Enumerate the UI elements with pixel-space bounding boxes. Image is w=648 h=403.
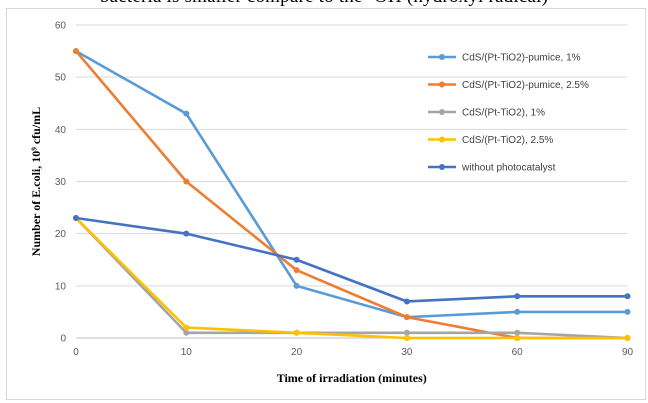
legend-item: without photocatalyst xyxy=(428,163,556,174)
y-tick-label: 10 xyxy=(55,281,67,292)
y-tick-label: 60 xyxy=(55,21,67,32)
data-point xyxy=(293,256,300,263)
series-line xyxy=(75,50,628,340)
y-tick-label: 50 xyxy=(55,73,67,84)
series-line xyxy=(75,216,628,303)
data-point xyxy=(183,230,190,237)
cropped-caption-text: bacteria is smaller compare to the ·OH (… xyxy=(0,0,648,16)
data-point xyxy=(73,215,79,222)
data-point xyxy=(293,329,300,336)
data-point xyxy=(73,48,79,55)
y-axis-title: Number of E.coli, 10⁹ cfu/mL xyxy=(29,107,43,256)
x-tick-label: 30 xyxy=(401,347,413,358)
data-point xyxy=(514,329,521,336)
data-point xyxy=(293,267,300,274)
x-tick-label: 90 xyxy=(622,347,634,358)
data-point xyxy=(514,308,521,315)
data-point xyxy=(624,308,631,315)
x-axis-title: Time of irradiation (minutes) xyxy=(277,371,427,385)
legend-item: CdS/(Pt-TiO2)-pumice, 1% xyxy=(428,53,581,64)
data-point xyxy=(624,335,631,341)
data-point xyxy=(514,335,521,341)
data-point xyxy=(403,335,410,341)
data-point xyxy=(293,282,300,289)
series-lines xyxy=(73,48,631,341)
series-line xyxy=(75,217,628,340)
legend-label: without photocatalyst xyxy=(461,163,556,174)
series-group xyxy=(73,215,631,305)
legend-item: CdS/(Pt-TiO2), 1% xyxy=(428,108,545,119)
gridlines xyxy=(76,24,628,339)
data-point xyxy=(403,298,410,305)
legend-swatch-marker xyxy=(439,81,445,88)
data-point xyxy=(624,293,631,300)
y-tick-label: 40 xyxy=(55,125,67,136)
legend-item: CdS/(Pt-TiO2), 2.5% xyxy=(428,135,553,146)
legend-swatch-marker xyxy=(439,54,445,60)
y-tick-label: 0 xyxy=(60,334,66,345)
y-tick-label: 30 xyxy=(55,177,67,188)
data-point xyxy=(403,329,410,336)
data-point xyxy=(183,178,190,185)
x-tick-label: 20 xyxy=(291,347,303,358)
legend-label: CdS/(Pt-TiO2)-pumice, 2.5% xyxy=(462,80,589,91)
legend-swatch-marker xyxy=(439,164,445,170)
x-tick-label: 0 xyxy=(73,347,79,358)
legend-label: CdS/(Pt-TiO2), 2.5% xyxy=(462,135,553,146)
legend-swatch-marker xyxy=(439,109,445,115)
legend-swatch-marker xyxy=(439,136,445,143)
data-point xyxy=(514,293,521,300)
legend-item: CdS/(Pt-TiO2)-pumice, 2.5% xyxy=(428,80,589,91)
series-line xyxy=(75,217,628,340)
axes: 0 10 20 30 40 50 60 0 10 20 30 60 90 xyxy=(55,21,634,359)
x-tick-label: 10 xyxy=(181,347,193,358)
legend-label: CdS/(Pt-TiO2), 1% xyxy=(462,108,545,119)
legend: CdS/(Pt-TiO2)-pumice, 1% CdS/(Pt-TiO2)-pu… xyxy=(428,53,589,174)
data-point xyxy=(183,324,190,331)
data-point xyxy=(183,329,190,336)
data-point xyxy=(183,110,190,117)
x-tick-label: 60 xyxy=(512,347,524,358)
legend-label: CdS/(Pt-TiO2)-pumice, 1% xyxy=(462,53,581,64)
y-tick-label: 20 xyxy=(55,229,67,240)
series-line xyxy=(75,49,628,319)
data-point xyxy=(403,314,410,321)
